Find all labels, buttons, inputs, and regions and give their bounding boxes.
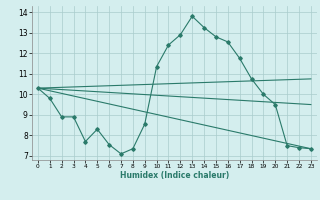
X-axis label: Humidex (Indice chaleur): Humidex (Indice chaleur) [120, 171, 229, 180]
